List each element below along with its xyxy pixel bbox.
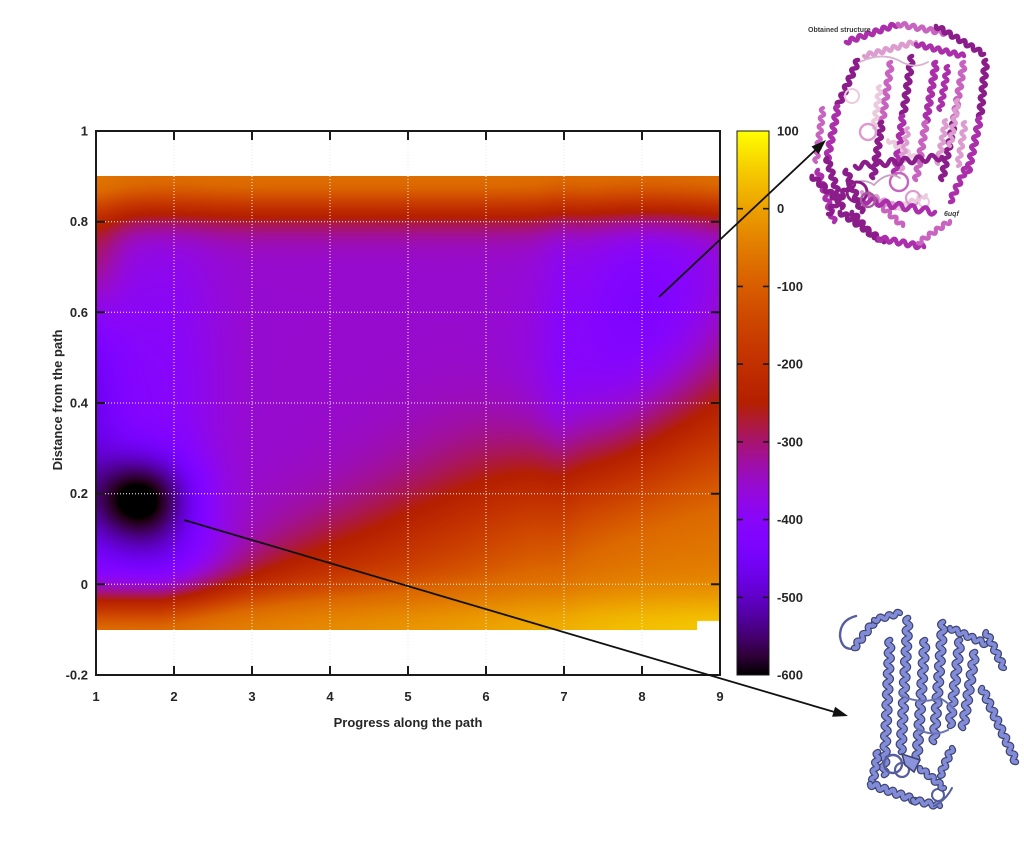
svg-text:0.4: 0.4	[70, 396, 89, 411]
svg-text:Obtained structure: Obtained structure	[808, 27, 871, 34]
svg-text:1: 1	[81, 124, 88, 139]
svg-text:5: 5	[404, 689, 411, 704]
svg-text:-100: -100	[777, 279, 803, 294]
svg-text:Distance from the path: Distance from the path	[50, 330, 65, 471]
svg-text:1: 1	[92, 689, 99, 704]
svg-text:9: 9	[716, 689, 723, 704]
svg-text:100: 100	[777, 124, 799, 139]
svg-text:3: 3	[248, 689, 255, 704]
svg-text:Progress along the path: Progress along the path	[334, 715, 483, 730]
svg-text:8: 8	[638, 689, 645, 704]
svg-text:0.8: 0.8	[70, 214, 88, 229]
svg-text:-300: -300	[777, 434, 803, 449]
svg-text:0: 0	[777, 201, 784, 216]
svg-text:-600: -600	[777, 668, 803, 683]
svg-text:7: 7	[560, 689, 567, 704]
svg-text:-500: -500	[777, 590, 803, 605]
svg-text:0.2: 0.2	[70, 486, 88, 501]
svg-text:6: 6	[482, 689, 489, 704]
svg-text:-0.2: -0.2	[66, 668, 88, 683]
svg-text:0.6: 0.6	[70, 305, 88, 320]
svg-text:0: 0	[81, 577, 88, 592]
svg-text:-200: -200	[777, 357, 803, 372]
svg-text:-400: -400	[777, 512, 803, 527]
svg-text:2: 2	[170, 689, 177, 704]
svg-text:6uqf: 6uqf	[944, 211, 959, 218]
svg-text:4: 4	[326, 689, 334, 704]
